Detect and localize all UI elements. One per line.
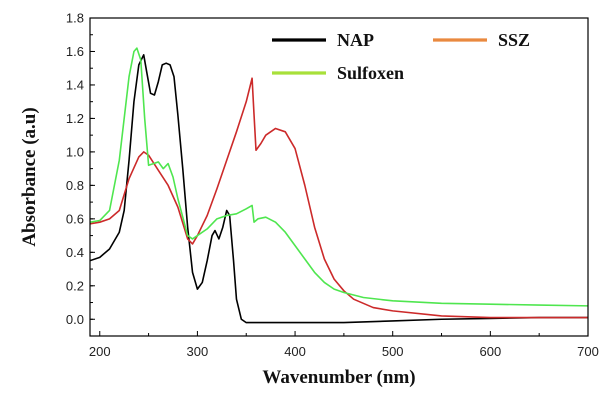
legend-label-sulfoxen: Sulfoxen	[337, 63, 404, 83]
x-tick-label: 500	[382, 344, 404, 359]
y-tick-label: 0.0	[66, 312, 84, 327]
legend-label-nap: NAP	[337, 30, 374, 50]
y-tick-label: 0.6	[66, 211, 84, 226]
x-tick-label: 200	[89, 344, 111, 359]
legend: NAP SSZ Sulfoxen	[272, 30, 530, 83]
y-tick-label: 1.6	[66, 44, 84, 59]
series-line-nap	[90, 54, 588, 324]
y-axis-title: Absorbance (a.u)	[19, 107, 40, 246]
series-line-sulfoxen	[90, 47, 588, 307]
y-tick-label: 0.8	[66, 178, 84, 193]
series-line-ssz	[90, 77, 588, 319]
y-tick-label: 0.2	[66, 278, 84, 293]
x-tick-label: 300	[187, 344, 209, 359]
series-lines	[90, 47, 588, 324]
tick-labels: 200 300 400 500 600 700 0.0 0.2 0.4 0.6 0.8 1.0 1.2 1…	[66, 11, 599, 360]
y-tick-label: 1.0	[66, 144, 84, 159]
y-tick-label: 1.2	[66, 111, 84, 126]
x-tick-label: 400	[284, 344, 306, 359]
y-tick-label: 0.4	[66, 245, 84, 260]
y-tick-label: 1.8	[66, 11, 84, 26]
plot-frame	[89, 17, 589, 337]
x-tick-label: 700	[577, 344, 599, 359]
x-axis-title: Wavenumber (nm)	[262, 367, 415, 388]
legend-label-ssz: SSZ	[498, 30, 530, 50]
x-tick-label: 600	[480, 344, 502, 359]
y-tick-label: 1.4	[66, 77, 84, 92]
